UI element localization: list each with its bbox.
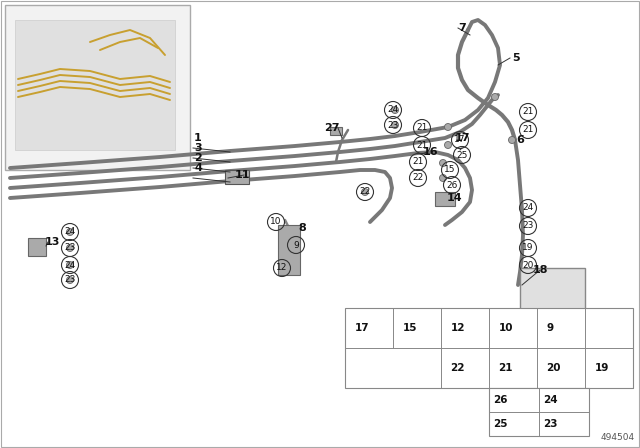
Bar <box>5 5 190 170</box>
Text: 8: 8 <box>298 223 306 233</box>
Text: 22: 22 <box>451 363 465 373</box>
Text: 24: 24 <box>522 203 534 212</box>
Bar <box>15 20 175 150</box>
Text: 24: 24 <box>65 260 76 270</box>
Circle shape <box>392 121 399 129</box>
Text: 24: 24 <box>65 228 76 237</box>
Circle shape <box>67 276 74 284</box>
Circle shape <box>492 94 499 100</box>
Circle shape <box>67 245 74 251</box>
Text: 25: 25 <box>493 419 508 429</box>
Bar <box>489 388 589 436</box>
Text: 15: 15 <box>403 323 417 333</box>
Circle shape <box>509 137 515 143</box>
Text: 17: 17 <box>355 323 369 333</box>
Bar <box>330 127 342 135</box>
Text: 21: 21 <box>416 124 428 133</box>
Text: 17: 17 <box>454 133 470 143</box>
Text: 22: 22 <box>412 173 424 182</box>
Text: 21: 21 <box>522 108 534 116</box>
Text: 25: 25 <box>456 151 468 159</box>
Text: 26: 26 <box>446 181 458 190</box>
Text: 16: 16 <box>422 147 438 157</box>
Text: 12: 12 <box>276 263 288 272</box>
Text: 21: 21 <box>522 125 534 134</box>
Text: 23: 23 <box>543 419 557 429</box>
Text: 13: 13 <box>44 237 60 247</box>
Text: 6: 6 <box>516 135 524 145</box>
Text: 14: 14 <box>446 193 462 203</box>
Text: 26: 26 <box>493 395 508 405</box>
Text: 9: 9 <box>547 323 554 333</box>
FancyBboxPatch shape <box>520 268 585 323</box>
Text: 23: 23 <box>522 221 534 231</box>
Text: 19: 19 <box>595 363 609 373</box>
Text: 23: 23 <box>64 276 76 284</box>
Circle shape <box>392 107 399 113</box>
Bar <box>435 192 455 206</box>
Bar <box>278 225 300 275</box>
Text: 7: 7 <box>458 23 466 33</box>
Text: 20: 20 <box>547 363 561 373</box>
Circle shape <box>67 262 74 268</box>
Text: 18: 18 <box>532 265 548 275</box>
Text: 4: 4 <box>194 163 202 173</box>
Text: 22: 22 <box>360 188 371 197</box>
Circle shape <box>445 142 451 148</box>
Text: 20: 20 <box>522 260 534 270</box>
Text: 23: 23 <box>64 244 76 253</box>
Circle shape <box>440 159 447 167</box>
Text: 17: 17 <box>454 135 466 145</box>
Text: 27: 27 <box>324 123 340 133</box>
Text: 3: 3 <box>194 143 202 153</box>
Text: 11: 11 <box>234 170 250 180</box>
Text: 10: 10 <box>270 217 282 227</box>
Text: 21: 21 <box>412 158 424 167</box>
Text: 15: 15 <box>444 165 456 175</box>
Text: 24: 24 <box>543 395 557 405</box>
Circle shape <box>67 228 74 236</box>
Text: 10: 10 <box>499 323 513 333</box>
Bar <box>225 170 249 184</box>
Bar <box>28 238 46 256</box>
Text: 21: 21 <box>416 141 428 150</box>
Text: 1: 1 <box>194 133 202 143</box>
Circle shape <box>362 189 369 195</box>
Text: 5: 5 <box>512 53 520 63</box>
Text: 19: 19 <box>522 244 534 253</box>
Circle shape <box>440 175 447 181</box>
Text: 21: 21 <box>499 363 513 373</box>
Text: 2: 2 <box>194 153 202 163</box>
Text: 24: 24 <box>387 105 399 115</box>
Text: 9: 9 <box>293 241 299 250</box>
Circle shape <box>445 124 451 130</box>
Text: 12: 12 <box>451 323 465 333</box>
Text: 494504: 494504 <box>601 433 635 442</box>
Bar <box>345 308 633 388</box>
Text: 23: 23 <box>387 121 399 129</box>
